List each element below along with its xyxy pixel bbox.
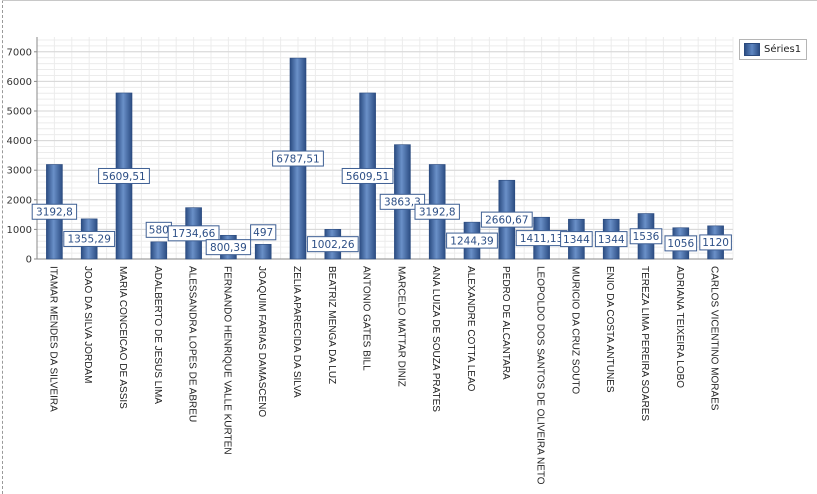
y-tick-label: 0 (26, 255, 32, 266)
data-label: 1244,39 (446, 232, 498, 249)
x-tick-label: TEREZA LIMA PEREIRA SOARES (639, 266, 650, 421)
data-label-box (250, 224, 277, 241)
data-label-text: 3863,3 (384, 197, 421, 209)
x-tick-label: ENIO DA COSTA ANTUNES (604, 266, 615, 393)
x-tick-label: LEOPOLDO DOS SANTOS DE OLIVEIRA NETO (535, 266, 546, 485)
data-label-box (167, 225, 220, 242)
x-tick-label: CARLOS VICENTINO MORAES (709, 266, 720, 411)
x-tick-label: MARIA CONCEICAO DE ASSIS (117, 266, 128, 409)
data-label-text: 3192,8 (419, 207, 456, 219)
data-label-box (272, 150, 324, 167)
data-label: 1344 (594, 231, 628, 248)
data-label-text: 1344 (563, 234, 590, 246)
x-tick-label: FERNANDO HENRIQUE VALLE KURTEN (221, 266, 232, 455)
data-label-box (480, 211, 533, 228)
data-label: 3863,3 (379, 193, 426, 210)
data-label-box (629, 228, 663, 245)
data-label-text: 2660,67 (485, 214, 528, 226)
data-label: 5609,51 (98, 167, 150, 184)
data-label-text: 1056 (667, 238, 694, 250)
frame-left-border (2, 0, 3, 494)
data-label-text: 3192,8 (36, 207, 73, 219)
x-tick-label: BEATRIZ MENGA DA LUZ (326, 266, 337, 384)
data-label-text: 1120 (702, 237, 729, 249)
x-tick-label: PEDRO DE ALCANTARA (500, 266, 511, 380)
data-label-box (699, 234, 732, 251)
data-label-text: 800,39 (210, 242, 247, 254)
data-label-text: 1244,39 (450, 235, 493, 247)
data-label-text: 497 (253, 227, 273, 239)
y-tick-label: 1000 (7, 225, 32, 236)
x-tick-label: MURICIO DA CRUZ SOUTO (569, 266, 580, 394)
data-label-text: 580 (149, 225, 169, 237)
x-tick-label: JOAO DA SILVA JORDAM (82, 266, 93, 383)
x-tick-label: MARCELO MATTAR DINIZ (395, 266, 406, 387)
data-label-text: 5609,51 (346, 171, 389, 183)
y-tick-label: 4000 (7, 136, 32, 147)
data-label-box (63, 230, 116, 247)
x-tick-label: ALEXANDRE COTTA LEAO (465, 266, 476, 392)
data-label: 1056 (664, 235, 698, 252)
data-label-box (98, 167, 150, 184)
x-tick-label: ZELIA APARECIDA DA SILVA (291, 266, 302, 398)
x-tick-label: ANTONIO GATES BILL (361, 266, 372, 371)
data-label-box (341, 167, 394, 184)
data-label-box (664, 235, 698, 252)
x-tick-label: ALESSANDRA LOPES DE ABREU (187, 266, 198, 422)
bar (254, 243, 272, 260)
data-label-box (205, 239, 252, 256)
y-tick-label: 3000 (7, 166, 32, 177)
legend-swatch (744, 43, 760, 56)
data-label: 1355,29 (63, 230, 116, 247)
data-label-text: 6787,51 (276, 153, 319, 165)
data-labels: 3192,8 1355,29 5609,51 580 1734,66 800,39 497 6… (31, 150, 732, 256)
x-tick-label: ADRIANA TEIXEIRA LOBO (674, 266, 685, 388)
data-label-text: 1355,29 (67, 234, 110, 246)
data-label: 497 (250, 224, 277, 241)
data-label: 2660,67 (480, 211, 533, 228)
data-label-text: 1002,26 (311, 239, 355, 251)
data-label-box (414, 203, 460, 220)
x-tick-label: ADALBERTO DE JESUS LIMA (152, 266, 163, 404)
data-label-text: 1734,66 (172, 228, 216, 240)
legend-label: Séries1 (764, 44, 802, 55)
x-tick-label: ANA LUIZA DE SOUZA PRATES (430, 266, 441, 412)
data-label: 6787,51 (272, 150, 324, 167)
data-label-box (560, 231, 593, 248)
data-label: 1120 (699, 234, 732, 251)
x-tick-label: JOAQUIM FARIAS DAMASCENO (256, 266, 267, 417)
data-label-box (379, 193, 426, 210)
grid-lines (36, 37, 734, 260)
data-label: 1002,26 (306, 236, 359, 253)
y-tick-label: 5000 (7, 107, 32, 118)
y-tick-label: 6000 (7, 77, 32, 88)
y-tick-label: 2000 (7, 195, 32, 206)
data-label: 800,39 (205, 239, 252, 256)
data-label: 1344 (560, 231, 593, 248)
data-label-box (594, 231, 628, 248)
data-label-box (31, 203, 78, 220)
data-label-text: 1344 (598, 234, 625, 246)
data-label-box (306, 236, 359, 253)
data-label-text: 5609,51 (102, 171, 145, 183)
y-tick-label: 7000 (7, 47, 32, 58)
data-label-box (446, 232, 498, 249)
data-label: 1734,66 (167, 225, 220, 242)
data-label: 5609,51 (341, 167, 394, 184)
data-label: 1536 (629, 228, 663, 245)
data-label: 3192,8 (31, 203, 78, 220)
bar (150, 241, 168, 260)
data-label-text: 1411,13 (520, 233, 563, 245)
data-label: 580 (145, 221, 172, 238)
x-tick-labels: ITAMAR MENDES DA SILVEIRA JOAO DA SILVA J… (47, 266, 719, 485)
legend: Séries1 (739, 39, 807, 60)
x-tick-label: ITAMAR MENDES DA SILVEIRA (47, 266, 58, 412)
data-label: 3192,8 (414, 203, 460, 220)
frame-top-border (2, 0, 817, 1)
data-label-text: 1536 (633, 231, 660, 243)
data-label: 1411,13 (515, 230, 568, 247)
